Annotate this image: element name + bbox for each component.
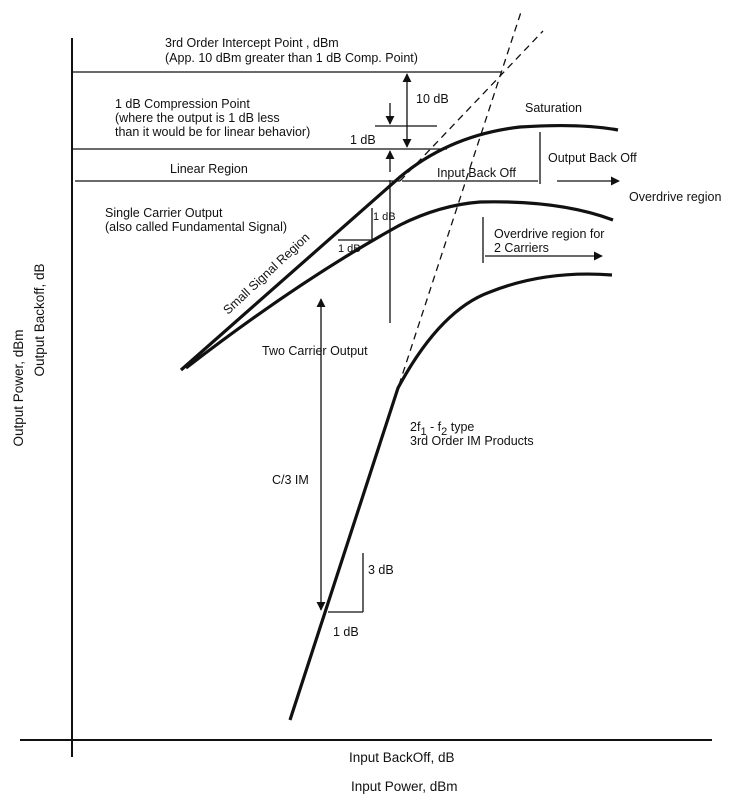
- saturation-label: Saturation: [525, 101, 582, 115]
- three-db-label: 3 dB: [368, 563, 394, 577]
- single-carrier-label-line1: Single Carrier Output: [105, 206, 223, 220]
- ten-db-label: 10 dB: [416, 92, 449, 106]
- two-carrier-curve: [185, 200, 614, 370]
- one-db-bottom-label: 1 dB: [333, 625, 359, 639]
- x-axis-label-top: Input BackOff, dB: [349, 750, 455, 765]
- overdrive-2c-label-line2: 2 Carriers: [494, 241, 549, 255]
- small-signal-region-label: Small Signal Region: [220, 230, 312, 317]
- ip3-label-line2: (App. 10 dBm greater than 1 dB Comp. Poi…: [165, 51, 418, 65]
- im-minus-f: - f: [427, 420, 442, 434]
- im-2f: 2f: [410, 420, 421, 434]
- im-products-label-line1: 2f1 - f2 type: [410, 420, 474, 438]
- im3-curve: [288, 272, 613, 721]
- one-db-comp-label: 1 dB: [350, 133, 376, 147]
- overdrive-region-label: Overdrive region: [629, 190, 721, 204]
- im-products-label-line2: 3rd Order IM Products: [410, 434, 534, 448]
- y-axis-label-outer: Output Power, dBm: [11, 329, 26, 446]
- slope-1db-horizontal-label: 1 dB: [338, 243, 361, 255]
- c3im-label: C/3 IM: [272, 473, 309, 487]
- im-type: type: [447, 420, 474, 434]
- single-carrier-curve: [179, 123, 619, 372]
- linear-region-label: Linear Region: [170, 162, 248, 176]
- slope-1db-vertical-label: 1 dB: [373, 211, 396, 223]
- im-sub2: 2: [441, 426, 447, 438]
- im-sub1: 1: [420, 426, 426, 438]
- output-back-off-label: Output Back Off: [548, 151, 637, 165]
- x-axis-label-bottom: Input Power, dBm: [351, 779, 458, 794]
- p1db-label-line3: than it would be for linear behavior): [115, 125, 310, 139]
- p1db-label-line2: (where the output is 1 dB less: [115, 111, 280, 125]
- single-carrier-label-line2: (also called Fundamental Signal): [105, 220, 287, 234]
- im3-extrapolation-dashed: [398, 11, 522, 386]
- linear-extrapolation-dashed: [399, 30, 544, 182]
- p1db-label-line1: 1 dB Compression Point: [115, 97, 250, 111]
- two-carrier-output-label: Two Carrier Output: [262, 344, 368, 358]
- y-axis-label-inner: Output Backoff, dB: [32, 263, 47, 376]
- overdrive-2c-label-line1: Overdrive region for: [494, 227, 604, 241]
- ip3-label-line1: 3rd Order Intercept Point , dBm: [165, 36, 339, 50]
- input-back-off-label: Input Back Off: [437, 166, 517, 180]
